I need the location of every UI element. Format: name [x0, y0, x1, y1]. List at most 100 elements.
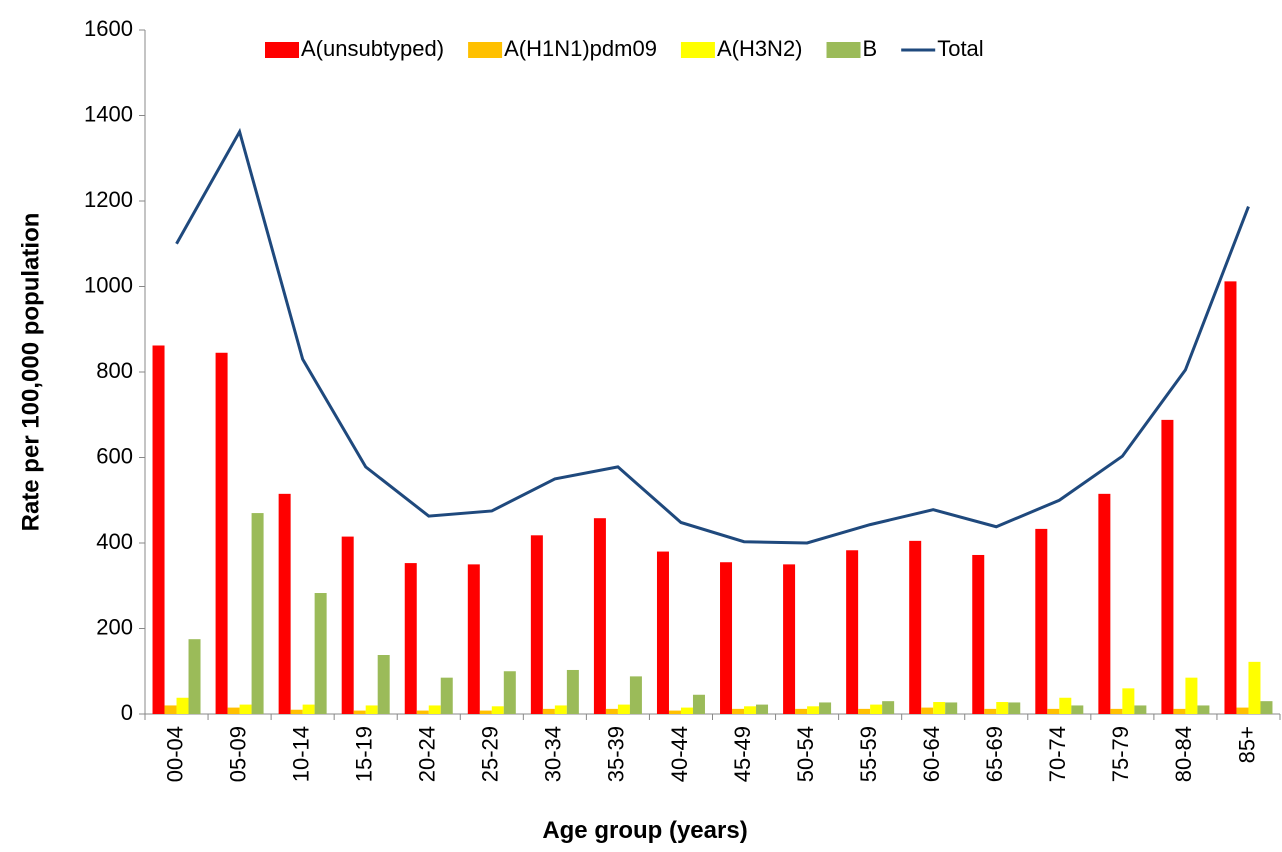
- x-tick-label: 40-44: [667, 726, 692, 782]
- bar: [491, 706, 504, 714]
- y-tick-label: 400: [96, 529, 133, 554]
- bar: [542, 708, 555, 714]
- bar: [416, 710, 429, 714]
- bar: [807, 706, 820, 714]
- bar: [933, 702, 946, 714]
- x-tick-label: 70-74: [1045, 726, 1070, 782]
- bar: [593, 518, 606, 714]
- y-tick-label: 0: [121, 700, 133, 725]
- bar: [972, 554, 985, 714]
- bar: [1098, 493, 1111, 714]
- legend-swatch: [265, 42, 299, 58]
- x-tick-label: 60-64: [919, 726, 944, 782]
- bar: [858, 708, 871, 714]
- bar: [1161, 419, 1174, 714]
- bar: [353, 710, 366, 714]
- bar: [1134, 705, 1147, 714]
- bar: [428, 705, 441, 714]
- bar: [404, 563, 417, 714]
- x-tick-label: 80-84: [1171, 726, 1196, 782]
- bar: [278, 493, 291, 714]
- x-tick-label: 50-54: [793, 726, 818, 782]
- x-tick-label: 75-79: [1108, 726, 1133, 782]
- bar: [921, 707, 934, 714]
- bar: [882, 701, 895, 714]
- legend-label: Total: [937, 36, 983, 61]
- x-tick-label: 00-04: [162, 726, 187, 782]
- legend-label: A(unsubtyped): [301, 36, 444, 61]
- bar: [227, 707, 240, 714]
- bar: [1110, 708, 1123, 714]
- bar: [290, 709, 303, 714]
- bar: [479, 710, 492, 714]
- bar: [566, 669, 579, 714]
- bar: [668, 710, 681, 714]
- bar: [314, 593, 327, 714]
- bar: [1236, 707, 1249, 714]
- bar: [302, 704, 315, 714]
- bar: [909, 540, 922, 714]
- bar: [377, 655, 390, 714]
- bar: [744, 706, 757, 714]
- y-tick-label: 1600: [84, 16, 133, 41]
- x-axis-title: Age group (years): [542, 817, 747, 844]
- y-tick-label: 1400: [84, 101, 133, 126]
- bar: [819, 702, 832, 714]
- bar: [239, 704, 252, 714]
- bar: [605, 708, 618, 714]
- x-tick-label: 85+: [1234, 726, 1259, 763]
- bar: [984, 708, 997, 714]
- bar: [530, 535, 543, 714]
- bar: [1008, 702, 1021, 714]
- legend-label: B: [863, 36, 878, 61]
- bar: [846, 550, 859, 714]
- bar: [215, 352, 228, 714]
- legend-label: A(H3N2): [717, 36, 803, 61]
- bar: [1197, 705, 1210, 714]
- x-tick-label: 65-69: [982, 726, 1007, 782]
- bar: [188, 639, 201, 714]
- bar: [945, 702, 958, 714]
- x-tick-label: 15-19: [352, 726, 377, 782]
- legend-swatch: [468, 42, 503, 58]
- bar: [732, 708, 745, 714]
- x-tick-label: 05-09: [225, 726, 250, 782]
- bar: [152, 345, 165, 714]
- bar: [692, 694, 705, 714]
- bar: [164, 705, 177, 714]
- bar: [1248, 661, 1261, 714]
- legend-swatch: [826, 42, 861, 58]
- bar: [795, 708, 808, 714]
- x-tick-label: 25-29: [478, 726, 503, 782]
- bar: [1047, 708, 1060, 714]
- y-tick-label: 1200: [84, 187, 133, 212]
- bar: [996, 702, 1009, 714]
- bar: [1035, 528, 1048, 714]
- bar: [783, 564, 796, 714]
- bar: [251, 513, 264, 714]
- bar: [1185, 677, 1198, 714]
- bar: [629, 676, 642, 714]
- bar: [1122, 688, 1135, 714]
- bar: [720, 562, 733, 714]
- bar: [617, 704, 630, 714]
- bar: [365, 705, 378, 714]
- bar: [1224, 281, 1237, 714]
- bar: [440, 677, 453, 714]
- y-axis-title: Rate per 100,000 population: [17, 213, 44, 532]
- legend-label: A(H1N1)pdm09: [504, 36, 657, 61]
- x-tick-label: 20-24: [415, 726, 440, 782]
- x-tick-label: 30-34: [541, 726, 566, 782]
- bar: [467, 564, 480, 714]
- bar: [176, 697, 189, 714]
- x-tick-label: 10-14: [288, 726, 313, 782]
- legend-swatch: [680, 42, 715, 58]
- x-tick-label: 45-49: [730, 726, 755, 782]
- bar: [341, 536, 354, 714]
- bar: [870, 704, 883, 714]
- bar: [503, 671, 516, 714]
- bar: [756, 704, 769, 714]
- x-tick-label: 55-59: [856, 726, 881, 782]
- bar: [554, 705, 567, 714]
